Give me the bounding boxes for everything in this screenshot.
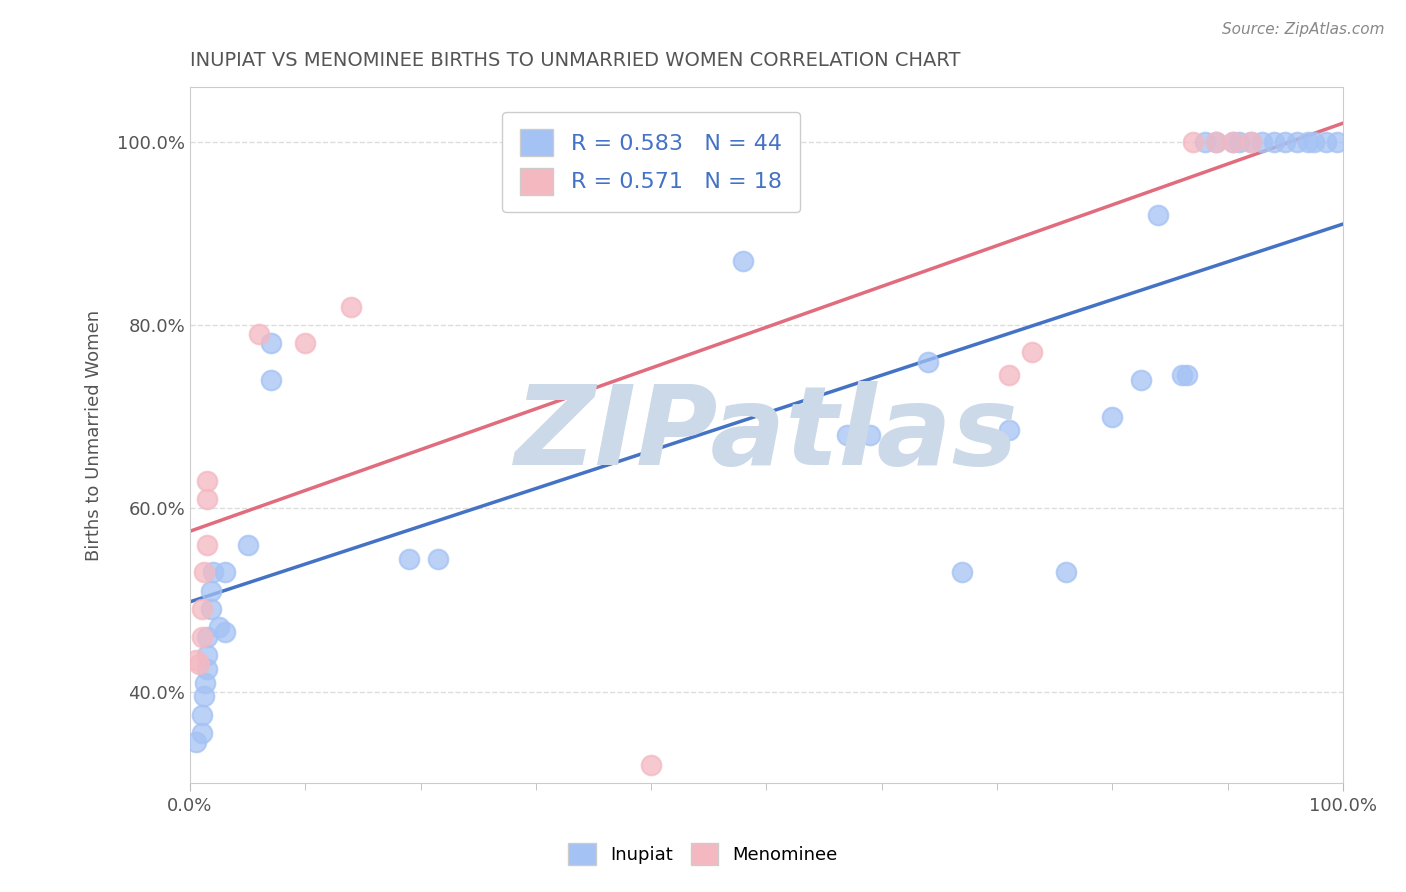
Point — [190, 630, 212, 644]
Point — [195, 648, 218, 662]
Point — [1175, 368, 1198, 383]
Point — [1315, 135, 1337, 149]
Point — [1101, 409, 1123, 424]
Point — [859, 428, 882, 442]
Point — [1263, 135, 1285, 149]
Point — [214, 625, 236, 640]
Point — [426, 551, 449, 566]
Point — [200, 583, 222, 598]
Text: INUPIAT VS MENOMINEE BIRTHS TO UNMARRIED WOMEN CORRELATION CHART: INUPIAT VS MENOMINEE BIRTHS TO UNMARRIED… — [190, 51, 960, 70]
Point — [260, 373, 283, 387]
Text: Source: ZipAtlas.com: Source: ZipAtlas.com — [1222, 22, 1385, 37]
Point — [837, 428, 859, 442]
Point — [190, 602, 212, 616]
Point — [1170, 368, 1192, 383]
Point — [260, 336, 283, 351]
Point — [1021, 345, 1043, 359]
Point — [1222, 135, 1244, 149]
Point — [294, 336, 316, 351]
Point — [190, 707, 212, 722]
Point — [1205, 135, 1227, 149]
Point — [195, 662, 218, 676]
Point — [247, 327, 270, 342]
Point — [640, 758, 662, 772]
Point — [1147, 208, 1170, 222]
Legend: Inupiat, Menominee: Inupiat, Menominee — [560, 834, 846, 874]
Point — [1303, 135, 1326, 149]
Point — [193, 690, 215, 704]
Point — [1130, 373, 1153, 387]
Point — [190, 726, 212, 740]
Point — [340, 300, 363, 314]
Point — [997, 423, 1019, 437]
Point — [195, 630, 218, 644]
Point — [1285, 135, 1308, 149]
Point — [200, 602, 222, 616]
Point — [1326, 135, 1348, 149]
Point — [1054, 566, 1077, 580]
Point — [193, 566, 215, 580]
Point — [195, 492, 218, 507]
Point — [1222, 135, 1244, 149]
Y-axis label: Births to Unmarried Women: Births to Unmarried Women — [86, 310, 103, 560]
Point — [194, 675, 217, 690]
Point — [184, 652, 207, 666]
Legend: R = 0.583   N = 44, R = 0.571   N = 18: R = 0.583 N = 44, R = 0.571 N = 18 — [502, 112, 800, 212]
Point — [195, 538, 218, 552]
Point — [952, 566, 974, 580]
Text: ZIPatlas: ZIPatlas — [515, 382, 1018, 489]
Point — [1240, 135, 1263, 149]
Point — [214, 566, 236, 580]
Point — [997, 368, 1019, 383]
Point — [1240, 135, 1263, 149]
Point — [1251, 135, 1274, 149]
Point — [236, 538, 259, 552]
Point — [208, 620, 231, 634]
Point — [1205, 135, 1227, 149]
Point — [733, 253, 755, 268]
Point — [188, 657, 211, 672]
Point — [195, 474, 218, 488]
Point — [1274, 135, 1296, 149]
Point — [184, 735, 207, 749]
Point — [1194, 135, 1216, 149]
Point — [917, 354, 939, 368]
Point — [1227, 135, 1250, 149]
Point — [1298, 135, 1320, 149]
Point — [398, 551, 420, 566]
Point — [1182, 135, 1205, 149]
Point — [202, 566, 225, 580]
